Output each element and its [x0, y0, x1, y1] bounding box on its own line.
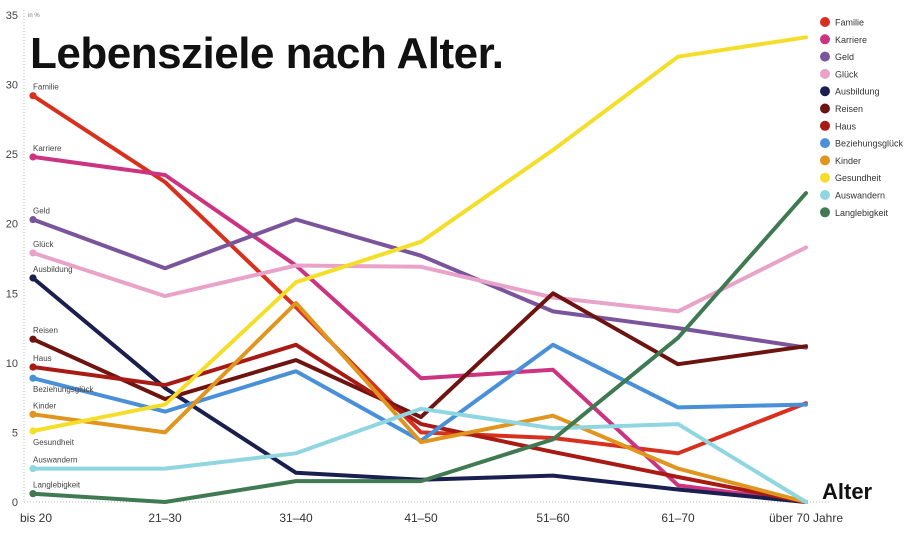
- legend-label: Reisen: [835, 104, 863, 114]
- y-tick-label: 5: [12, 427, 18, 439]
- y-tick-label: 10: [6, 358, 18, 370]
- series-start-marker: [29, 215, 37, 224]
- legend-label: Ausbildung: [835, 87, 880, 97]
- series-start-marker: [29, 410, 37, 418]
- series-start-marker: [29, 427, 37, 435]
- legend-marker: [820, 68, 830, 79]
- x-tick-label: 21–30: [148, 511, 182, 525]
- legend-marker: [820, 138, 830, 149]
- legend-label: Karriere: [835, 35, 867, 45]
- series-label: Langlebigkeit: [33, 481, 81, 490]
- legend-marker: [820, 190, 830, 200]
- series-label: Ausbildung: [33, 265, 73, 274]
- series-label: Beziehungsglück: [33, 385, 94, 394]
- series-label: Karriere: [33, 144, 62, 153]
- series-line-langlebigkeit: [31, 191, 808, 504]
- series-start-marker: [29, 363, 37, 371]
- legend-label: Langlebigkeit: [835, 208, 889, 218]
- legend-marker: [820, 86, 830, 97]
- series-line-kinder: [31, 301, 808, 504]
- series-start-marker: [29, 335, 37, 343]
- y-tick-label: 35: [6, 10, 18, 22]
- series-line-haus: [31, 342, 808, 504]
- y-tick-label: 25: [6, 149, 18, 161]
- series-label: Kinder: [33, 401, 56, 410]
- series-line-reisen: [31, 291, 808, 420]
- x-tick-label: 41–50: [404, 511, 438, 525]
- y-tick-label: 15: [6, 288, 18, 300]
- legend: Familie Karriere Geld Glück Ausbildung Reisen…: [820, 17, 904, 218]
- legend-marker: [820, 34, 830, 45]
- series-labels: Familie Karriere Geld Glück Ausbildung Reisen…: [33, 83, 94, 490]
- series-label: Reisen: [33, 326, 58, 335]
- legend-label: Kinder: [835, 156, 861, 166]
- series-line-familie: [31, 93, 808, 456]
- x-tick-label: 61–70: [661, 511, 695, 525]
- series-start-marker: [29, 465, 37, 473]
- series-line-glück: [31, 245, 808, 314]
- series-label: Auswandern: [33, 456, 77, 465]
- legend-marker: [820, 172, 830, 183]
- legend-label: Gesundheit: [835, 173, 882, 183]
- series-lines: [29, 35, 808, 504]
- chart-title: Lebensziele nach Alter.: [30, 29, 504, 78]
- legend-marker: [820, 207, 830, 218]
- series-start-marker: [29, 92, 37, 100]
- legend-label: Beziehungsglück: [835, 139, 904, 149]
- legend-label: Auswandern: [835, 191, 885, 201]
- x-tick-label: 31–40: [279, 511, 313, 525]
- legend-label: Geld: [835, 52, 854, 62]
- legend-label: Haus: [835, 121, 857, 131]
- legend-marker: [820, 17, 830, 27]
- series-label: Geld: [33, 207, 50, 216]
- series-label: Familie: [33, 83, 59, 92]
- y-tick-label: 20: [6, 219, 18, 231]
- x-tick-label: bis 20: [20, 511, 52, 525]
- x-tick-label: über 70 Jahre: [769, 511, 843, 525]
- y-tick-label: 30: [6, 80, 18, 92]
- series-line-gesundheit: [31, 35, 808, 433]
- series-start-marker: [29, 490, 37, 498]
- series-label: Gesundheit: [33, 438, 75, 447]
- legend-marker: [820, 120, 830, 131]
- series-label: Glück: [33, 240, 54, 249]
- series-line-geld: [31, 217, 808, 350]
- axes: 0 5 10 15 20 25 30 35 bis 20 21–30 31–40 41–50 51–60…: [6, 10, 843, 525]
- legend-marker: [820, 51, 830, 62]
- series-start-marker: [29, 274, 37, 282]
- x-tick-label: 51–60: [536, 511, 570, 525]
- series-label: Haus: [33, 354, 52, 363]
- series-line-karriere: [31, 154, 808, 504]
- legend-label: Familie: [835, 18, 864, 28]
- series-line-auswandern: [31, 406, 808, 504]
- y-tick-label: 0: [12, 497, 18, 509]
- series-start-marker: [29, 374, 37, 382]
- y-unit-label: in %: [28, 13, 40, 19]
- x-axis-title: Alter: [822, 479, 873, 504]
- legend-marker: [820, 103, 830, 114]
- legend-label: Glück: [835, 69, 859, 79]
- legend-marker: [820, 155, 830, 166]
- series-start-marker: [29, 153, 37, 161]
- series-start-marker: [29, 249, 37, 257]
